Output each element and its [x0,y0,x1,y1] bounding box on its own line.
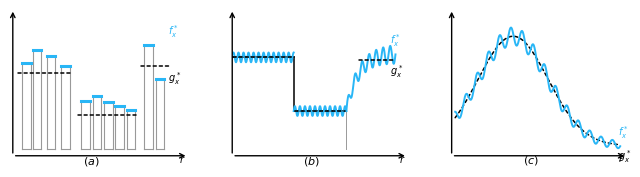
Text: $r$: $r$ [399,155,405,165]
Text: $g_x^*$: $g_x^*$ [390,63,403,80]
Text: $r$: $r$ [618,153,625,164]
Text: $f_x^*$: $f_x^*$ [618,124,629,141]
Text: $f_x^*$: $f_x^*$ [168,23,179,39]
Text: $(b)$: $(b)$ [303,155,319,168]
Text: $g_x^*$: $g_x^*$ [168,70,181,87]
Text: $f_x^*$: $f_x^*$ [390,33,401,49]
Text: $r$: $r$ [179,155,186,165]
Text: $(a)$: $(a)$ [83,155,100,168]
Text: $(c)$: $(c)$ [523,154,539,167]
Text: $g_x^*$: $g_x^*$ [618,149,632,165]
